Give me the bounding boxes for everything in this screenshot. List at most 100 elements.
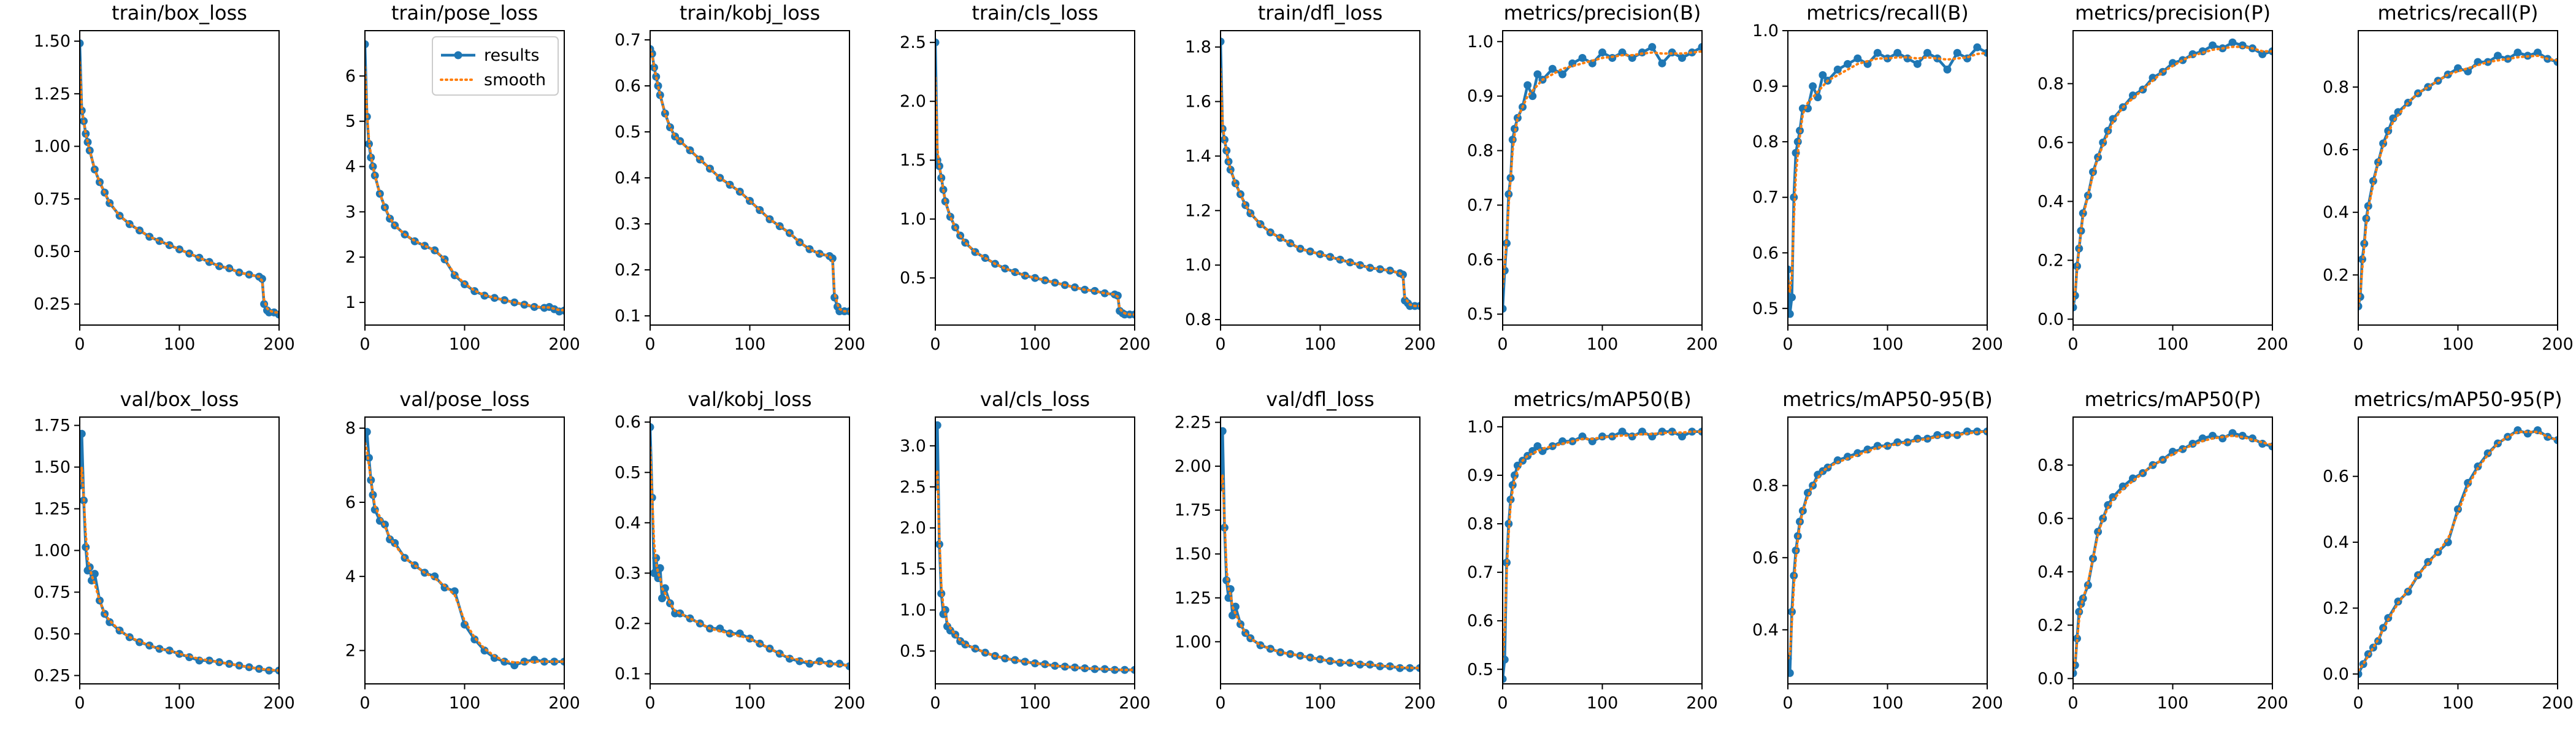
y-tick-label: 0.75 bbox=[34, 583, 71, 602]
y-tick-label: 8 bbox=[345, 419, 356, 438]
y-tick-label: 0.6 bbox=[2037, 509, 2064, 528]
results-point bbox=[650, 423, 654, 431]
results-point bbox=[1578, 432, 1587, 441]
smooth-line bbox=[2358, 54, 2558, 308]
results-point bbox=[1833, 65, 1842, 74]
results-point bbox=[1091, 665, 1099, 673]
y-tick-label: 1.00 bbox=[1175, 632, 1211, 651]
results-point bbox=[1943, 65, 1952, 74]
x-tick-label: 0 bbox=[645, 694, 655, 713]
results-point bbox=[365, 435, 369, 443]
x-tick-label: 200 bbox=[1971, 694, 2003, 713]
y-tick-label: 0.6 bbox=[2037, 133, 2064, 152]
results-point bbox=[2238, 41, 2247, 50]
results-point bbox=[1508, 136, 1517, 144]
chart-panel-val-box-loss: val/box_loss 0 100 200 0.25 0.50 0.75 1.00 1.25 1… bbox=[34, 388, 295, 713]
plot-area bbox=[650, 423, 849, 670]
y-tick-label: 1.50 bbox=[1175, 545, 1211, 564]
results-point bbox=[1222, 147, 1231, 155]
results-point bbox=[490, 654, 499, 662]
y-tick-label: 2.5 bbox=[900, 33, 926, 52]
results-point bbox=[1081, 664, 1089, 673]
y-tick-label: 2.00 bbox=[1175, 457, 1211, 476]
y-tick-label: 0.8 bbox=[2037, 456, 2064, 475]
chart-title: metrics/precision(P) bbox=[2075, 1, 2271, 25]
results-point bbox=[440, 583, 449, 592]
axes-frame bbox=[650, 30, 850, 326]
x-tick-label: 100 bbox=[164, 694, 196, 713]
axes-frame bbox=[364, 416, 565, 684]
smooth-line bbox=[80, 467, 279, 672]
chart-panel-train-cls-loss: train/cls_loss 0 100 200 0.5 1.0 1.5 2.0 2.5 bbox=[900, 1, 1151, 354]
y-tick-label: 0.6 bbox=[2323, 467, 2349, 486]
results-point bbox=[935, 38, 940, 47]
results-point bbox=[1618, 427, 1627, 436]
smooth-line bbox=[935, 470, 1135, 672]
chart-title: val/kobj_loss bbox=[688, 388, 811, 411]
results-point bbox=[365, 427, 371, 436]
results-point bbox=[367, 476, 375, 485]
results-line bbox=[935, 42, 1135, 316]
plot-area bbox=[2073, 429, 2272, 678]
y-tick-label: 0.25 bbox=[34, 295, 71, 314]
chart-panel-val-cls-loss: val/cls_loss 0 100 200 0.5 1.0 1.5 2.0 2.5 3.0 bbox=[900, 388, 1151, 713]
x-tick-label: 200 bbox=[548, 694, 580, 713]
chart-title: metrics/mAP50(P) bbox=[2085, 388, 2261, 411]
results-point bbox=[2513, 48, 2522, 57]
y-tick-label: 0.4 bbox=[2037, 562, 2064, 581]
results-line bbox=[80, 432, 279, 672]
smooth-line bbox=[1221, 474, 1420, 670]
results-point bbox=[1698, 43, 1702, 52]
results-point bbox=[1933, 54, 1942, 63]
results-line bbox=[365, 430, 564, 667]
legend-results-marker bbox=[454, 51, 462, 59]
results-point bbox=[1923, 48, 1931, 57]
legend-box bbox=[432, 36, 559, 96]
y-tick-label: 0.8 bbox=[1185, 310, 1211, 329]
y-tick-label: 0.7 bbox=[1752, 188, 1779, 207]
y-tick-label: 1.75 bbox=[34, 416, 71, 435]
x-tick-label: 100 bbox=[1305, 694, 1336, 713]
y-tick-label: 3.0 bbox=[900, 437, 926, 456]
y-tick-label: 1.4 bbox=[1185, 147, 1211, 166]
results-point bbox=[1051, 662, 1059, 670]
y-tick-label: 0.4 bbox=[1752, 621, 1779, 640]
results-point bbox=[480, 646, 489, 655]
plot-area bbox=[650, 45, 849, 315]
y-tick-label: 0.5 bbox=[900, 269, 926, 288]
results-point bbox=[1221, 523, 1229, 532]
chart-panel-train-box-loss: train/box_loss 0 100 200 0.25 0.50 0.75 1.00 1.2… bbox=[34, 1, 295, 354]
results-line bbox=[2358, 429, 2558, 675]
results-point bbox=[1788, 310, 1794, 318]
y-tick-label: 0.9 bbox=[1752, 77, 1779, 96]
y-tick-label: 0.0 bbox=[2323, 665, 2349, 684]
y-tick-label: 2.5 bbox=[900, 478, 926, 497]
legend-smooth-label: smooth bbox=[484, 71, 546, 90]
results-point bbox=[1558, 70, 1566, 79]
x-tick-label: 0 bbox=[2353, 335, 2363, 354]
smooth-line bbox=[365, 66, 564, 312]
chart-title: train/pose_loss bbox=[391, 1, 538, 25]
results-point bbox=[2394, 108, 2402, 117]
y-tick-label: 0.6 bbox=[1752, 548, 1779, 567]
results-point bbox=[1406, 664, 1414, 672]
plot-area bbox=[80, 429, 279, 675]
y-tick-label: 0.4 bbox=[2323, 533, 2349, 552]
x-tick-label: 200 bbox=[263, 694, 295, 713]
results-point bbox=[652, 554, 661, 562]
y-tick-label: 1 bbox=[345, 293, 356, 312]
x-tick-label: 200 bbox=[1971, 335, 2003, 354]
x-tick-label: 200 bbox=[263, 335, 295, 354]
results-point bbox=[1788, 669, 1794, 677]
results-point bbox=[369, 491, 377, 499]
results-line bbox=[1788, 430, 1987, 675]
x-tick-label: 200 bbox=[1686, 694, 1718, 713]
y-tick-label: 1.8 bbox=[1185, 38, 1211, 57]
results-point bbox=[2109, 115, 2117, 123]
results-point bbox=[654, 82, 662, 90]
results-point bbox=[105, 618, 114, 626]
results-point bbox=[1071, 663, 1079, 672]
results-point bbox=[90, 570, 99, 578]
y-tick-label: 2.25 bbox=[1175, 413, 1211, 432]
results-point bbox=[1503, 655, 1509, 664]
